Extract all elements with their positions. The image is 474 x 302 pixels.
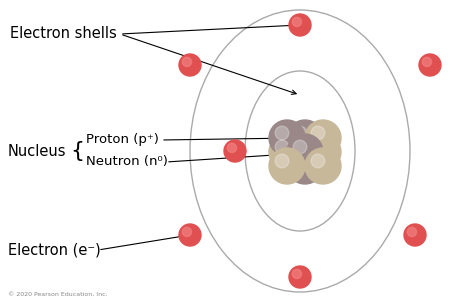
Circle shape <box>224 140 246 162</box>
Circle shape <box>182 227 191 236</box>
Text: {: { <box>70 141 84 161</box>
Circle shape <box>269 148 305 184</box>
Circle shape <box>228 143 237 153</box>
Circle shape <box>305 134 341 170</box>
Circle shape <box>419 54 441 76</box>
Text: © 2020 Pearson Education, Inc.: © 2020 Pearson Education, Inc. <box>8 292 108 297</box>
Circle shape <box>293 154 307 168</box>
Text: Electron shells: Electron shells <box>10 27 117 41</box>
Circle shape <box>287 148 323 184</box>
Circle shape <box>179 54 201 76</box>
Circle shape <box>319 147 335 164</box>
Circle shape <box>293 126 307 140</box>
Circle shape <box>289 14 311 36</box>
Circle shape <box>275 154 289 168</box>
Circle shape <box>292 269 301 278</box>
Circle shape <box>275 140 289 154</box>
Text: Neutron (n⁰): Neutron (n⁰) <box>86 156 168 169</box>
Circle shape <box>293 140 307 154</box>
Circle shape <box>182 57 191 66</box>
Circle shape <box>404 224 426 246</box>
Circle shape <box>311 140 325 154</box>
Circle shape <box>301 147 317 164</box>
Circle shape <box>275 126 289 140</box>
Circle shape <box>422 57 431 66</box>
Circle shape <box>283 147 299 164</box>
Circle shape <box>311 154 325 168</box>
Circle shape <box>311 126 325 140</box>
Circle shape <box>305 148 341 184</box>
Circle shape <box>407 227 417 236</box>
Circle shape <box>292 17 301 27</box>
Text: Electron (e⁻): Electron (e⁻) <box>8 243 101 258</box>
Circle shape <box>305 120 341 156</box>
Circle shape <box>287 120 323 156</box>
Circle shape <box>287 134 323 170</box>
Circle shape <box>269 134 305 170</box>
Circle shape <box>283 133 299 150</box>
Circle shape <box>179 224 201 246</box>
Text: Proton (p⁺): Proton (p⁺) <box>86 133 159 146</box>
Circle shape <box>319 162 335 178</box>
Text: Nucleus: Nucleus <box>8 143 66 159</box>
Circle shape <box>283 162 299 178</box>
Circle shape <box>301 162 317 178</box>
Circle shape <box>301 133 317 150</box>
Circle shape <box>289 266 311 288</box>
Circle shape <box>319 133 335 150</box>
Circle shape <box>269 120 305 156</box>
